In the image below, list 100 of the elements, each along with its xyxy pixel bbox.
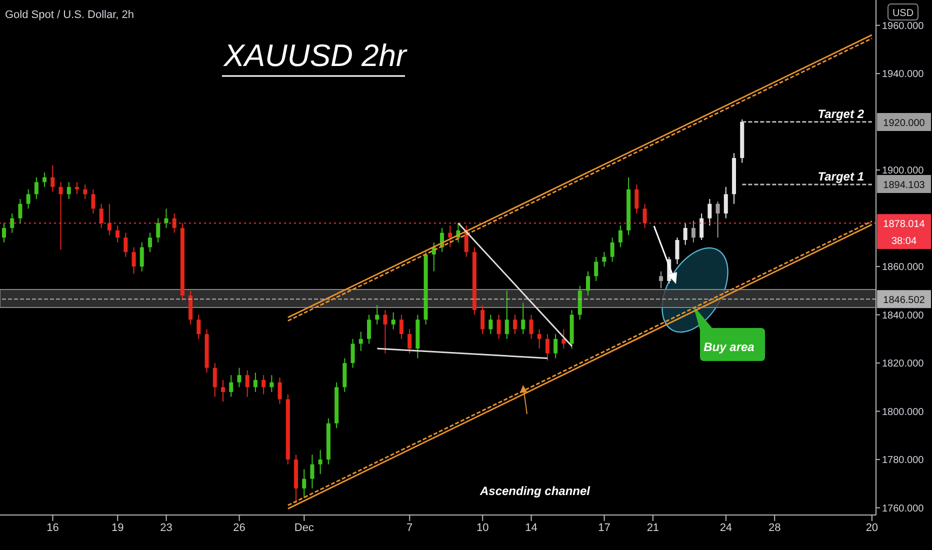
text: 1894.103	[883, 180, 926, 191]
y-tick-label: 1860.000	[882, 262, 924, 274]
candlestick	[58, 182, 63, 250]
candlestick	[278, 377, 282, 405]
candlestick	[270, 374, 274, 392]
x-tick-label: 20	[866, 522, 878, 534]
text: 1920.000	[883, 118, 926, 129]
candlestick	[521, 302, 526, 335]
candlestick	[496, 314, 501, 340]
candlestick	[708, 198, 712, 226]
candlestick	[367, 314, 371, 344]
candlestick	[18, 198, 22, 224]
x-tick-label: Dec	[294, 522, 314, 534]
candlestick	[2, 222, 6, 243]
candlestick	[408, 328, 412, 354]
y-tick-label: 1820.000	[882, 358, 924, 370]
candlestick	[716, 200, 720, 238]
candlestick	[229, 374, 234, 398]
candlestick	[237, 367, 242, 388]
annotation: Target 2	[818, 106, 864, 121]
candlestick	[91, 188, 96, 214]
candlestick	[196, 314, 201, 340]
candlestick	[554, 334, 558, 359]
candlestick	[659, 270, 663, 289]
candlestick	[116, 225, 120, 243]
x-tick-label: 16	[46, 522, 59, 534]
candlestick	[75, 182, 79, 195]
candlestick	[310, 454, 314, 489]
x-tick-label: 23	[160, 522, 172, 534]
candlestick	[262, 374, 266, 395]
candlestick	[675, 237, 680, 265]
x-tick-label: 26	[233, 522, 246, 534]
candlestick	[634, 184, 639, 214]
candlestick	[302, 468, 306, 499]
x-tick-label: 19	[111, 522, 124, 534]
annotation: Buy area	[704, 340, 755, 354]
candlestick	[50, 164, 55, 192]
candlestick	[529, 314, 534, 340]
candlestick	[26, 188, 30, 210]
x-tick-label: 7	[406, 522, 413, 534]
x-tick-label: 10	[476, 522, 489, 534]
candlestick	[513, 314, 517, 335]
candlestick	[10, 212, 14, 234]
candlestick	[375, 304, 380, 325]
candlestick	[545, 334, 550, 362]
candlestick	[245, 370, 250, 398]
candlestick	[618, 225, 622, 248]
x-tick-label: 17	[598, 522, 610, 534]
candlestick	[594, 256, 598, 282]
ref-line-label: 1878.014	[883, 219, 926, 230]
candlestick	[99, 203, 104, 228]
candlestick	[148, 232, 152, 253]
candlestick	[562, 328, 566, 350]
candlestick	[504, 290, 509, 340]
candlestick	[212, 362, 217, 398]
candlestick	[399, 314, 404, 340]
candlestick	[66, 182, 71, 200]
candlestick	[107, 203, 112, 236]
candlestick	[610, 237, 614, 262]
candlestick	[42, 172, 47, 188]
candlestick	[683, 222, 688, 246]
candlestick	[124, 232, 128, 258]
candlestick	[586, 270, 590, 296]
x-tick-label: 14	[525, 522, 538, 534]
y-tick-label: 1840.000	[882, 310, 924, 322]
y-tick-label: 1940.000	[882, 69, 924, 80]
annotation: Ascending channel	[478, 484, 591, 498]
candlestick	[724, 186, 728, 219]
x-tick-label: 24	[720, 522, 732, 534]
candlestick	[602, 252, 606, 268]
candlestick	[83, 184, 88, 200]
x-tick-label: 21	[646, 522, 660, 534]
candlestick	[140, 242, 144, 272]
candlestick	[488, 314, 493, 335]
candlestick	[383, 309, 388, 354]
candlestick	[700, 212, 704, 241]
candlestick	[358, 331, 363, 352]
candlestick	[480, 304, 485, 335]
candlestick	[318, 449, 322, 474]
x-tick-label: 28	[768, 522, 781, 534]
candlestick	[34, 176, 38, 200]
candlestick	[253, 372, 258, 392]
candlestick	[537, 328, 542, 350]
candlestick	[642, 203, 647, 228]
candlestick	[156, 218, 160, 243]
y-axis-title: USD	[892, 8, 914, 19]
candlestick	[350, 338, 355, 368]
text: Gold Spot / U.S. Dollar, 2h	[5, 9, 134, 21]
y-tick-label: 1960.000	[882, 20, 924, 32]
candlestick	[448, 225, 452, 248]
candlestick	[132, 246, 136, 274]
candlestick	[691, 220, 696, 243]
y-tick-label: 1900.000	[882, 166, 924, 177]
y-tick-label: 1800.000	[882, 406, 924, 418]
candlestick	[391, 312, 396, 330]
candlestick	[172, 212, 176, 234]
candlestick	[221, 379, 225, 402]
ref-line-label: 1846.502	[883, 295, 926, 306]
y-tick-label: 1760.000	[882, 503, 924, 514]
text: XAUUSD 2hr	[222, 38, 408, 73]
